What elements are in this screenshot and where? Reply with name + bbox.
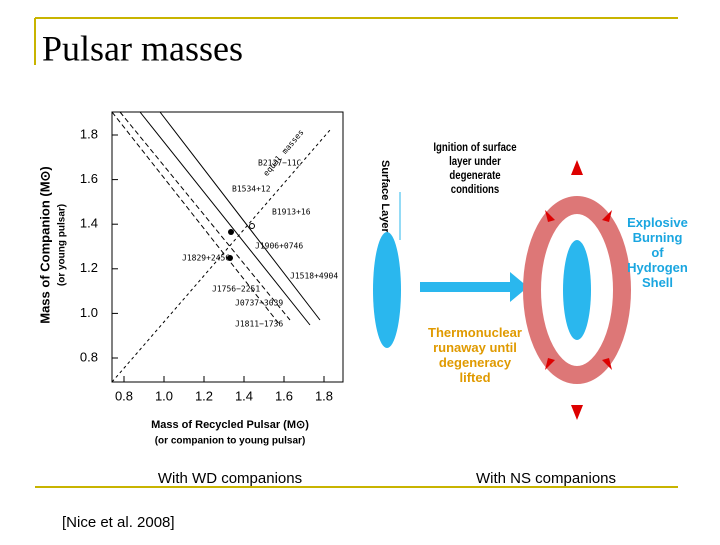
annotation: J1811−1736: [235, 320, 283, 329]
plot-frame: [111, 111, 344, 383]
shell: [523, 196, 631, 384]
annotation: J1829+2456: [182, 254, 230, 263]
dashed-line: [111, 111, 281, 326]
y-tick-label: 1.8: [80, 126, 98, 141]
arrow: [571, 160, 583, 175]
annotation: J1756−2251: [212, 285, 260, 294]
point: [227, 255, 233, 261]
ignition-box: Ignition of surface layer under degenera…: [433, 140, 517, 196]
ignition: Ignition of surface layer under degenera…: [433, 140, 517, 196]
x-sublabel: (or companion to young pulsar): [155, 436, 306, 447]
caption: With NS companions: [476, 470, 616, 487]
y-tick-label: 1.4: [80, 216, 98, 231]
y-tick-label: 1.6: [80, 171, 98, 186]
line: [139, 111, 311, 326]
annotation: B1913+16: [272, 208, 311, 217]
explosive-box: Explosive Burning of Hydrogen Shell: [627, 215, 688, 290]
arrow: [545, 210, 555, 222]
caption: With WD companions: [158, 470, 302, 487]
arrow: [545, 358, 555, 370]
annotation: B1534+12: [232, 185, 271, 194]
arrow: [602, 358, 612, 370]
x-tick-label: 1.4: [235, 388, 253, 403]
annotation: B2127−11C: [258, 159, 302, 168]
core: [563, 240, 591, 340]
arrow: [571, 405, 583, 420]
point: [228, 229, 234, 235]
y-sublabel: (or young pulsar): [57, 204, 68, 286]
x-tick-label: 1.8: [315, 388, 333, 403]
right-figure: Surface Layer Ignition of surface layer …: [373, 140, 688, 420]
runaway-box: Thermonuclear runaway until degeneracy l…: [428, 325, 522, 385]
arrow: [602, 210, 612, 222]
x-tick-label: 0.8: [115, 388, 133, 403]
line: [159, 111, 321, 321]
x-tick-label: 1.6: [275, 388, 293, 403]
runaway: Thermonuclear runaway until degeneracy l…: [428, 325, 522, 385]
y-tick-label: 1.2: [80, 260, 98, 275]
arrow-head: [510, 272, 528, 302]
dashed-line: [119, 111, 291, 321]
title: Pulsar masses: [42, 28, 243, 68]
surface-label: Surface Layer: [379, 160, 391, 233]
x-tick-label: 1.0: [155, 388, 173, 403]
annotation: equal masses: [262, 128, 306, 178]
arrow-shaft: [420, 282, 510, 292]
equal-mass-line: [111, 129, 331, 383]
x-tick-label: 1.2: [195, 388, 213, 403]
citation: [Nice et al. 2008]: [62, 514, 175, 531]
y-tick-label: 0.8: [80, 349, 98, 364]
annotation: J0737−3039: [235, 299, 283, 308]
y-label: Mass of Companion (M⊙): [37, 166, 52, 324]
annotation: J1906+0746: [255, 242, 303, 251]
explosive: Explosive Burning of Hydrogen Shell: [627, 215, 688, 290]
star: [373, 232, 401, 348]
point: [249, 223, 255, 229]
annotation: J1518+4904: [290, 272, 338, 281]
left-figure: 1.8 1.6 1.4 1.2 1.0 0.8 0.8 1.0 1.2 1.4 1.6 1.8 equa…: [37, 111, 344, 447]
y-tick-label: 1.0: [80, 305, 98, 320]
x-label: Mass of Recycled Pulsar (M⊙): [151, 419, 309, 431]
